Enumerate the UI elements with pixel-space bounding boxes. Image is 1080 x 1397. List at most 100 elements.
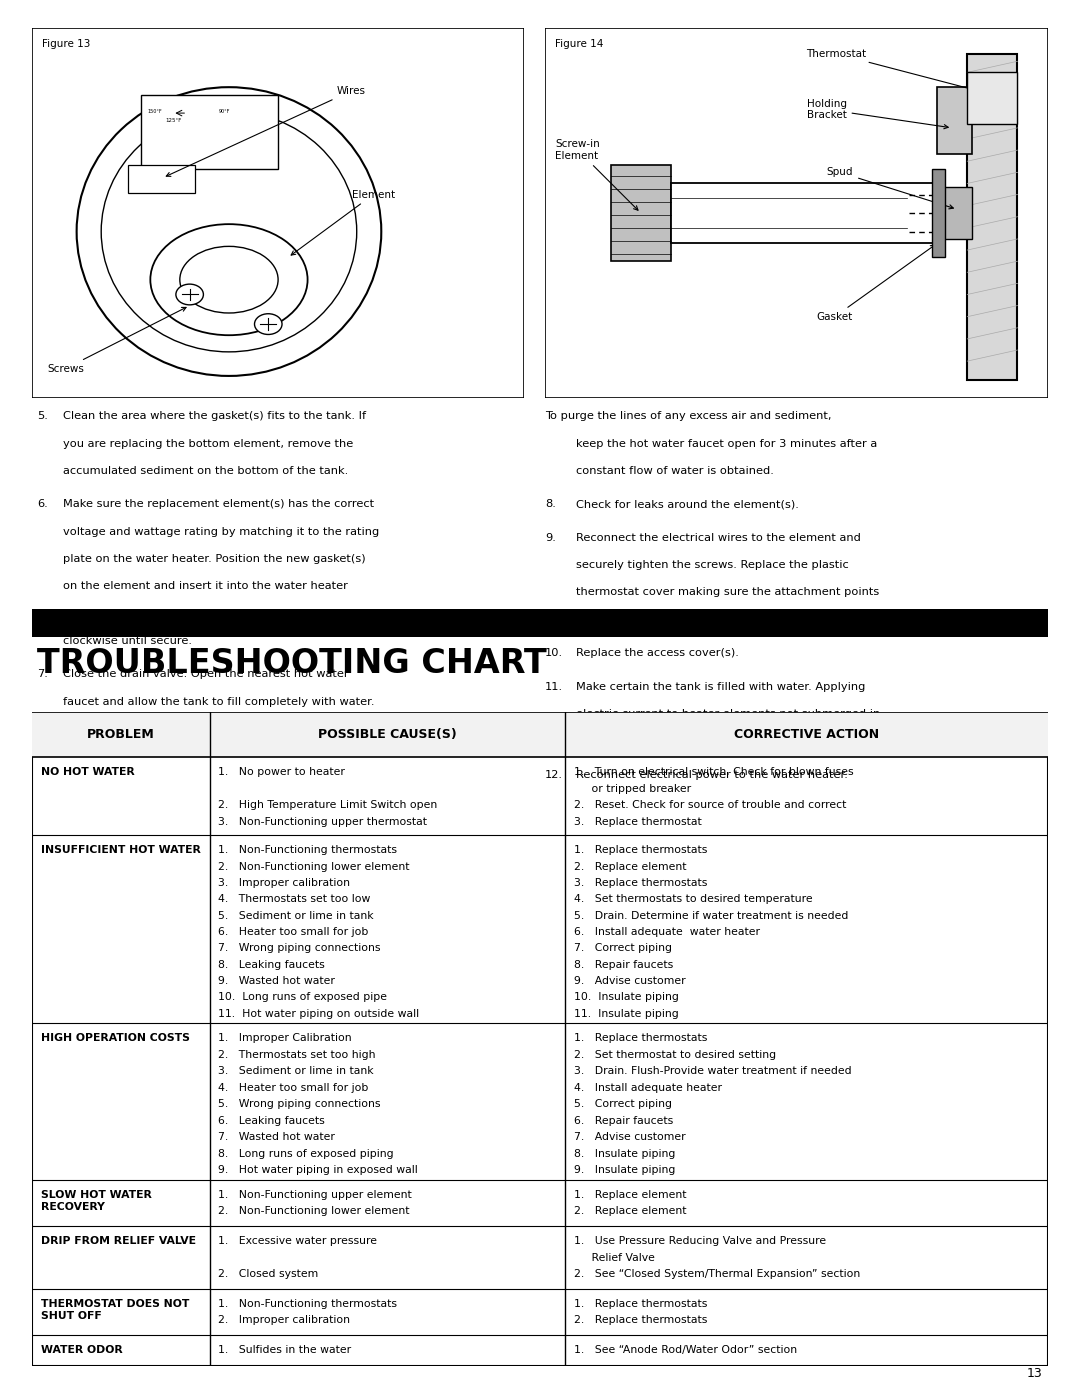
Text: 6.   Leaking faucets: 6. Leaking faucets: [218, 1116, 325, 1126]
Text: electric current to heater elements not submerged in: electric current to heater elements not …: [576, 710, 880, 719]
Text: 3.   Sediment or lime in tank: 3. Sediment or lime in tank: [218, 1066, 374, 1076]
Text: 7.   Advise customer: 7. Advise customer: [573, 1132, 685, 1143]
Text: 8.: 8.: [545, 499, 556, 510]
Text: clockwise until secure.: clockwise until secure.: [63, 636, 192, 645]
Text: thermostat cover making sure the attachment points: thermostat cover making sure the attachm…: [576, 588, 879, 598]
Text: 13: 13: [1026, 1368, 1042, 1380]
Text: 1.   Improper Calibration: 1. Improper Calibration: [218, 1034, 352, 1044]
Bar: [610, 165, 671, 261]
Text: 2.   Replace element: 2. Replace element: [573, 1206, 686, 1217]
Text: 10.: 10.: [545, 648, 563, 658]
Text: 8.   Leaking faucets: 8. Leaking faucets: [218, 960, 325, 970]
Text: 3.   Non-Functioning upper thermostat: 3. Non-Functioning upper thermostat: [218, 817, 428, 827]
Text: 1.   Non-Functioning upper element: 1. Non-Functioning upper element: [218, 1190, 411, 1200]
Text: 5.   Sediment or lime in tank: 5. Sediment or lime in tank: [218, 911, 374, 921]
Text: accumulated sediment on the bottom of the tank.: accumulated sediment on the bottom of th…: [63, 467, 348, 476]
Text: 2.   Replace element: 2. Replace element: [573, 862, 686, 872]
Circle shape: [176, 284, 203, 305]
Text: 7.: 7.: [38, 669, 49, 679]
Text: 9.   Wasted hot water: 9. Wasted hot water: [218, 977, 335, 986]
Text: 1.   See “Anode Rod/Water Odor” section: 1. See “Anode Rod/Water Odor” section: [573, 1345, 797, 1355]
Text: Holding
Bracket: Holding Bracket: [807, 99, 948, 129]
Text: 2.   Thermostats set too high: 2. Thermostats set too high: [218, 1049, 376, 1060]
Text: 2.   High Temperature Limit Switch open: 2. High Temperature Limit Switch open: [218, 800, 437, 810]
Text: 5.: 5.: [38, 411, 49, 422]
Text: 3.   Improper calibration: 3. Improper calibration: [218, 877, 350, 888]
Text: 9.   Advise customer: 9. Advise customer: [573, 977, 685, 986]
Circle shape: [255, 314, 282, 334]
Text: 11.  Hot water piping on outside wall: 11. Hot water piping on outside wall: [218, 1009, 419, 1018]
Text: DRIP FROM RELIEF VALVE: DRIP FROM RELIEF VALVE: [41, 1236, 195, 1246]
Text: WATER ODOR: WATER ODOR: [41, 1345, 122, 1355]
Bar: [942, 187, 972, 239]
Text: Close the drain valve. Open the nearest hot water: Close the drain valve. Open the nearest …: [63, 669, 349, 679]
Text: 2.   Improper calibration: 2. Improper calibration: [218, 1316, 350, 1326]
Text: 7.   Wasted hot water: 7. Wasted hot water: [218, 1132, 335, 1143]
Text: 8.   Insulate piping: 8. Insulate piping: [573, 1148, 675, 1158]
Text: Make sure the replacement element(s) has the correct: Make sure the replacement element(s) has…: [63, 499, 374, 510]
Text: 1.   Turn on electrical switch. Check for blown fuses: 1. Turn on electrical switch. Check for …: [573, 767, 853, 777]
Text: 3.   Replace thermostats: 3. Replace thermostats: [573, 877, 707, 888]
Text: Wires: Wires: [166, 85, 366, 176]
Text: POSSIBLE CAUSE(S): POSSIBLE CAUSE(S): [319, 728, 457, 742]
Text: 2.   See “Closed System/Thermal Expansion” section: 2. See “Closed System/Thermal Expansion”…: [573, 1270, 860, 1280]
Text: 2.   Set thermostat to desired setting: 2. Set thermostat to desired setting: [573, 1049, 775, 1060]
Text: SLOW HOT WATER
RECOVERY: SLOW HOT WATER RECOVERY: [41, 1190, 151, 1213]
Text: 2.   Closed system: 2. Closed system: [218, 1270, 319, 1280]
Text: 4.   Set thermostats to desired temperature: 4. Set thermostats to desired temperatur…: [573, 894, 812, 904]
Text: 4.   Install adequate heater: 4. Install adequate heater: [573, 1083, 721, 1092]
Text: are engaged on the thermostat.: are engaged on the thermostat.: [576, 615, 758, 624]
Text: 150°F: 150°F: [148, 109, 162, 113]
Text: 6.   Heater too small for job: 6. Heater too small for job: [218, 928, 368, 937]
Text: 6.   Install adequate  water heater: 6. Install adequate water heater: [573, 928, 759, 937]
Text: To purge the lines of any excess air and sediment,: To purge the lines of any excess air and…: [545, 411, 832, 422]
Text: Figure 14: Figure 14: [555, 39, 604, 49]
Text: Clean the area where the gasket(s) fits to the tank. If: Clean the area where the gasket(s) fits …: [63, 411, 366, 422]
Bar: [937, 87, 972, 154]
Text: 8.   Long runs of exposed piping: 8. Long runs of exposed piping: [218, 1148, 394, 1158]
Text: Reconnect electrical power to the water heater.: Reconnect electrical power to the water …: [576, 770, 848, 780]
Text: Thermostat: Thermostat: [807, 49, 988, 95]
Text: Element: Element: [292, 190, 395, 256]
Text: Screws: Screws: [48, 307, 186, 373]
Text: Reconnect the electrical wires to the element and: Reconnect the electrical wires to the el…: [576, 532, 861, 543]
Text: 10.  Long runs of exposed pipe: 10. Long runs of exposed pipe: [218, 992, 388, 1002]
Text: Relief Valve: Relief Valve: [573, 1253, 654, 1263]
Text: 10.  Insulate piping: 10. Insulate piping: [573, 992, 678, 1002]
Text: 2.   Non-Functioning lower element: 2. Non-Functioning lower element: [218, 1206, 409, 1217]
Text: Make certain the tank is filled with water. Applying: Make certain the tank is filled with wat…: [576, 682, 865, 692]
Text: voltage and wattage rating by matching it to the rating: voltage and wattage rating by matching i…: [63, 527, 379, 536]
Text: Check for leaks around the element(s).: Check for leaks around the element(s).: [576, 499, 798, 510]
Text: securely tighten the screws. Replace the plastic: securely tighten the screws. Replace the…: [576, 560, 848, 570]
Bar: [968, 73, 1017, 124]
Text: Figure 13: Figure 13: [42, 39, 91, 49]
Text: 6.: 6.: [38, 499, 49, 510]
Text: NO HOT WATER: NO HOT WATER: [41, 767, 134, 777]
Text: 9.   Hot water piping in exposed wall: 9. Hot water piping in exposed wall: [218, 1165, 418, 1175]
Text: 90°F: 90°F: [219, 109, 230, 113]
Text: 8.   Repair faucets: 8. Repair faucets: [573, 960, 673, 970]
Text: 4.   Heater too small for job: 4. Heater too small for job: [218, 1083, 368, 1092]
Text: CORRECTIVE ACTION: CORRECTIVE ACTION: [734, 728, 879, 742]
Text: Spud: Spud: [826, 168, 954, 210]
Text: 7.   Wrong piping connections: 7. Wrong piping connections: [218, 943, 380, 953]
Text: 3.   Drain. Flush-Provide water treatment if needed: 3. Drain. Flush-Provide water treatment …: [573, 1066, 851, 1076]
Text: 1.   Replace thermostats: 1. Replace thermostats: [573, 1299, 707, 1309]
Text: HIGH OPERATION COSTS: HIGH OPERATION COSTS: [41, 1034, 189, 1044]
Text: 1.   No power to heater: 1. No power to heater: [218, 767, 345, 777]
Text: 2.   Reset. Check for source of trouble and correct: 2. Reset. Check for source of trouble an…: [573, 800, 846, 810]
Bar: [671, 183, 937, 243]
Text: plate on the water heater. Position the new gasket(s): plate on the water heater. Position the …: [63, 555, 365, 564]
Text: 1.   Non-Functioning thermostats: 1. Non-Functioning thermostats: [218, 845, 397, 855]
Text: INSUFFICIENT HOT WATER: INSUFFICIENT HOT WATER: [41, 845, 201, 855]
Text: TROUBLESHOOTING CHART: TROUBLESHOOTING CHART: [38, 647, 548, 680]
Text: on the element and insert it into the water heater: on the element and insert it into the wa…: [63, 581, 348, 591]
Text: 9.: 9.: [545, 532, 556, 543]
Text: 3.   Replace thermostat: 3. Replace thermostat: [573, 817, 701, 827]
Text: 7.   Correct piping: 7. Correct piping: [573, 943, 672, 953]
Text: 12.: 12.: [545, 770, 563, 780]
Bar: [32, 609, 1048, 637]
Text: tank (Figure 14). Tighten the element by turning it: tank (Figure 14). Tighten the element by…: [63, 609, 351, 619]
Text: 11.: 11.: [545, 682, 563, 692]
Text: or tripped breaker: or tripped breaker: [573, 784, 690, 793]
